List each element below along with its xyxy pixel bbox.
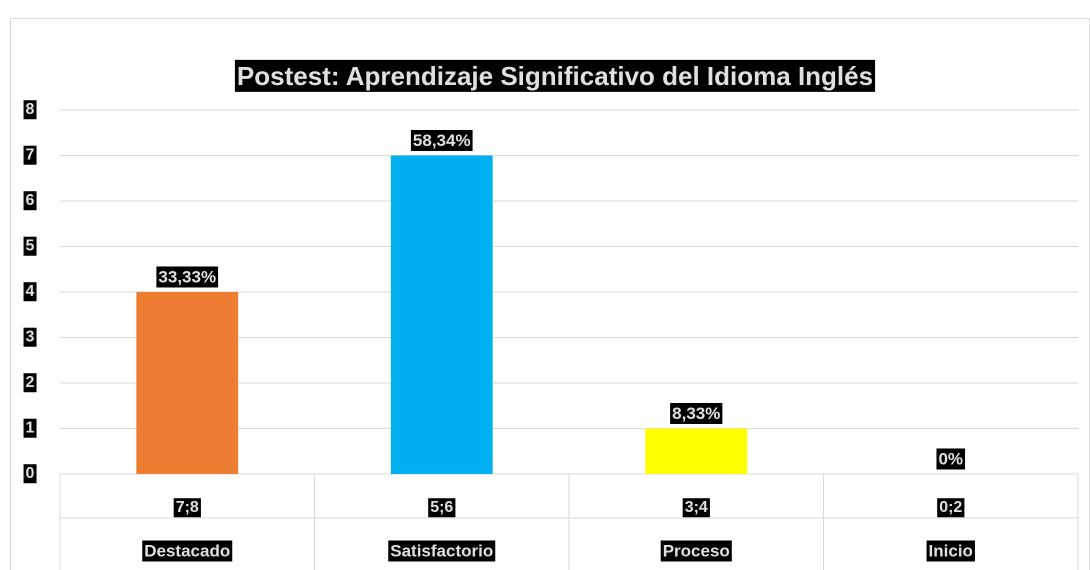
data-label: 0%: [938, 449, 963, 468]
x-subcategory-label-bg: [682, 498, 710, 518]
x-subcategory-label-bg: [173, 498, 201, 518]
y-tick-label-bg: [23, 100, 37, 120]
data-label-bg: [670, 402, 723, 424]
x-tick-label-bg: [926, 540, 975, 562]
x-tick-label-bg: [388, 540, 496, 562]
y-tick-label: 2: [26, 374, 35, 391]
y-tick-label: 5: [26, 238, 35, 255]
y-tick-label-bg: [23, 464, 37, 484]
y-tick-label: 4: [26, 283, 35, 300]
x-tick-label: Satisfactorio: [390, 541, 493, 560]
x-tick-label-bg: [142, 540, 233, 562]
y-tick-label-bg: [23, 236, 37, 256]
y-tick-label: 1: [26, 420, 35, 437]
y-tick-label: 3: [26, 329, 35, 346]
bar: [645, 428, 748, 474]
x-tick-label: Proceso: [663, 541, 730, 560]
x-subcategory-label: 0;2: [939, 499, 962, 516]
y-tick-label-bg: [23, 418, 37, 438]
chart-title: Postest: Aprendizaje Significativo del I…: [237, 61, 873, 91]
x-tick-label: Inicio: [929, 541, 973, 560]
x-subcategory-label: 7;8: [176, 499, 199, 516]
y-tick-label: 7: [26, 147, 35, 164]
bar: [136, 292, 239, 474]
data-label-bg: [936, 448, 966, 470]
x-subcategory-label: 5;6: [430, 499, 453, 516]
y-tick-label-bg: [23, 327, 37, 347]
bar: [390, 155, 493, 474]
y-tick-label: 6: [26, 192, 35, 209]
y-tick-label-bg: [23, 282, 37, 302]
chart-title-bg: [234, 59, 876, 92]
data-label: 58,34%: [413, 131, 471, 150]
x-tick-label: Destacado: [144, 541, 230, 560]
x-tick-label-bg: [660, 540, 732, 562]
data-label: 33,33%: [158, 267, 216, 286]
x-subcategory-label-bg: [937, 498, 965, 518]
data-label: 8,33%: [672, 404, 720, 423]
data-label-bg: [156, 266, 219, 288]
y-tick-label: 8: [26, 101, 35, 118]
y-tick-label-bg: [23, 373, 37, 393]
y-tick-label: 0: [26, 465, 35, 482]
x-subcategory-label: 3;4: [685, 499, 708, 516]
y-tick-label-bg: [23, 191, 37, 211]
data-label-bg: [410, 129, 473, 151]
x-subcategory-label-bg: [428, 498, 456, 518]
y-tick-label-bg: [23, 145, 37, 165]
